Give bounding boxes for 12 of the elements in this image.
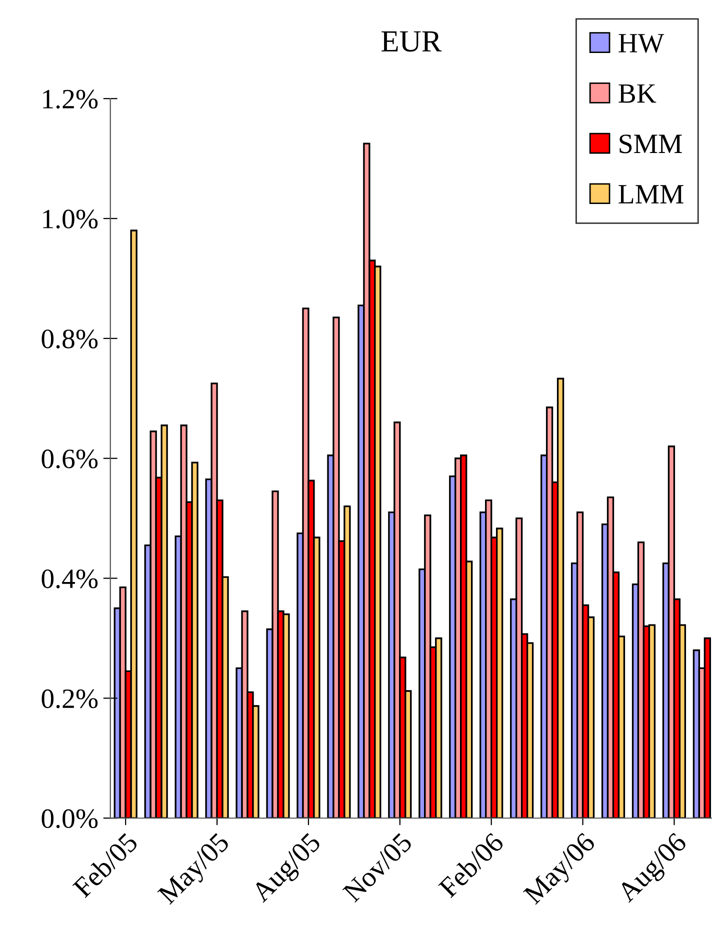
y-tick-label: 0.4% — [42, 569, 98, 588]
legend-label: HW — [618, 34, 664, 53]
y-tick-label: 1.2% — [43, 90, 98, 109]
y-tick-label: 1.0% — [43, 210, 98, 229]
legend-label: SMM — [620, 134, 682, 154]
y-tick-label: 0.0% — [42, 809, 98, 828]
chart-title: EUR — [382, 31, 442, 52]
y-tick-label: 0.8% — [42, 330, 98, 348]
y-tick-label: 0.6% — [42, 450, 98, 468]
y-tick-label: 0.2% — [42, 689, 98, 708]
legend-label: BK — [618, 84, 656, 103]
legend-label: LMM — [618, 185, 684, 204]
